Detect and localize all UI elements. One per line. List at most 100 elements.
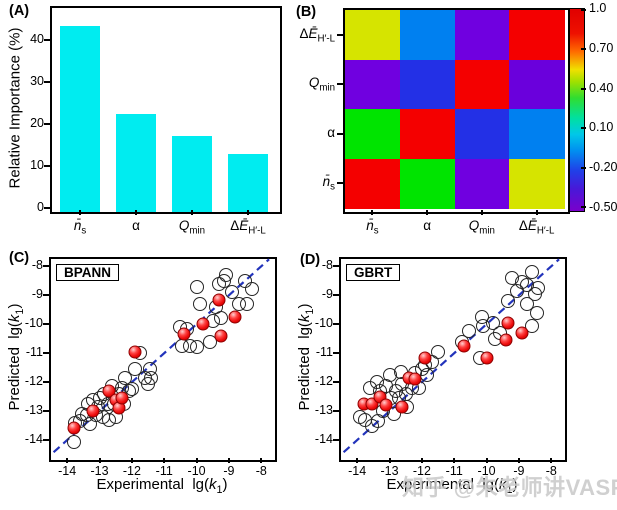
- heatmap-cell: [509, 158, 565, 209]
- scatter-point-open: [520, 296, 535, 311]
- panel-c-x-axis-title: Experimental lg(k1): [96, 476, 228, 496]
- x-tick: [163, 458, 166, 463]
- heatmap-cell: [509, 109, 565, 160]
- y-tick-label: -14: [24, 432, 43, 447]
- panel-c-y-axis-title: Predicted lg(k1): [6, 303, 26, 411]
- x-tick: [453, 458, 456, 463]
- y-tick: [43, 381, 49, 384]
- colorbar-tick-label: 1.0: [589, 1, 607, 15]
- y-tick-label: -10: [24, 316, 43, 331]
- scatter-point-open: [213, 311, 228, 326]
- y-tick-label: -11: [315, 345, 333, 360]
- colorbar-tick: [581, 9, 586, 11]
- col-tick: [426, 210, 429, 215]
- scatter-point-open: [128, 362, 143, 377]
- panel-a-plot: n̄s α Qmin ΔĒH′-L 0 10 20 30 40: [30, 6, 282, 237]
- panel-b-heatmap: ΔĒH′-L Qmin α n̄s n̄s α Qmin ΔĒH′-L: [299, 8, 570, 237]
- y-tick-label: 0: [37, 200, 44, 214]
- scatter-point-red: [115, 391, 129, 405]
- col-label: n̄s: [366, 218, 379, 237]
- y-tick: [44, 164, 50, 167]
- colorbar: 1.0 0.70 0.40 0.10 -0.20 -0.50: [569, 1, 617, 214]
- y-tick-label: -14: [314, 432, 333, 447]
- panel-d-tag: (D): [300, 252, 321, 268]
- x-tick-label: -8: [255, 464, 267, 478]
- heatmap-cell: [399, 158, 456, 209]
- scatter-point-open: [189, 340, 204, 355]
- x-tick-label: -14: [348, 464, 367, 478]
- model-label-gbrt: GBRT: [346, 264, 401, 281]
- y-tick-label: 20: [30, 115, 44, 130]
- scatter-point-open: [529, 305, 544, 320]
- heatmap-cell: [454, 10, 510, 61]
- colorbar-tick: [581, 47, 586, 50]
- panel-c-tag: (C): [9, 250, 30, 266]
- colorbar-tick-label: 0.40: [589, 80, 614, 95]
- panel-d-y-axis-title: Predicted lg(k1): [296, 303, 316, 411]
- x-tick-label: -13: [90, 464, 109, 478]
- heatmap-cell: [345, 10, 401, 61]
- heatmap-cell: [399, 109, 456, 160]
- colorbar-tick: [581, 167, 586, 170]
- col-label: α: [423, 218, 432, 233]
- row-label: n̄s: [322, 174, 335, 193]
- scatter-point-open: [144, 370, 159, 385]
- colorbar-tick-label: 0.70: [589, 40, 614, 55]
- x-category-label: α: [132, 218, 140, 233]
- scatter-point-red: [457, 339, 471, 353]
- x-tick-label: -11: [155, 464, 173, 478]
- scatter-point-open: [387, 406, 402, 421]
- x-tick: [260, 458, 263, 463]
- scatter-point-red: [212, 293, 226, 307]
- x-tick: [420, 458, 423, 463]
- scatter-point-open: [239, 296, 254, 311]
- y-tick: [44, 122, 50, 125]
- scatter-point-open: [524, 265, 539, 280]
- scatter-point-red: [418, 351, 432, 364]
- y-tick-label: 40: [30, 31, 44, 46]
- scatter-point-red: [480, 351, 494, 364]
- colorbar-tick: [581, 127, 586, 130]
- y-tick-label: -10: [314, 316, 333, 331]
- col-tick: [535, 210, 538, 215]
- y-tick-label: -8: [31, 258, 43, 273]
- y-tick: [43, 323, 49, 326]
- x-tick-label: -13: [380, 464, 399, 478]
- y-tick-label: -13: [314, 403, 333, 418]
- scatter-point-red: [214, 329, 228, 343]
- x-category-label: n̄s: [73, 218, 87, 237]
- x-tick: [485, 458, 488, 463]
- panel-a-y-axis-title: Relative Importance (%): [6, 27, 24, 189]
- x-tick-label: -10: [187, 464, 206, 478]
- scatter-point-open: [500, 294, 515, 308]
- y-tick: [333, 323, 339, 326]
- scatter-point-red: [515, 326, 529, 340]
- scatter-point-open: [192, 296, 207, 311]
- y-tick-label: -12: [314, 374, 333, 389]
- y-tick: [333, 439, 339, 442]
- x-tick: [227, 458, 230, 463]
- y-tick-label: 30: [30, 73, 44, 88]
- bar: [172, 136, 212, 212]
- row-tick: [337, 83, 343, 86]
- y-tick: [43, 294, 49, 297]
- y-tick: [43, 410, 49, 413]
- colorbar-tick: [581, 206, 586, 208]
- x-tick-label: -11: [445, 464, 463, 478]
- scatter-point-open: [244, 282, 259, 297]
- y-tick: [44, 207, 50, 209]
- row-tick: [337, 182, 343, 185]
- scatter-point-red: [128, 345, 142, 359]
- scatter-point-open: [189, 279, 204, 294]
- watermark: 知乎 @朱老师讲VASP: [402, 475, 617, 500]
- bar: [60, 25, 100, 212]
- colorbar-tick-label: 0.10: [589, 120, 614, 135]
- scatter-point-open: [202, 334, 217, 349]
- y-tick-label: -11: [25, 345, 43, 360]
- scatter-point-open: [66, 434, 81, 449]
- y-tick: [43, 265, 49, 268]
- panel-d-plot: GBRT -14 -13 -12 -11 -10 -9 -8 -8 -9 -10 -11 -12 -13…: [315, 257, 567, 478]
- heatmap-cell: [509, 10, 565, 61]
- heatmap-cell: [454, 59, 510, 110]
